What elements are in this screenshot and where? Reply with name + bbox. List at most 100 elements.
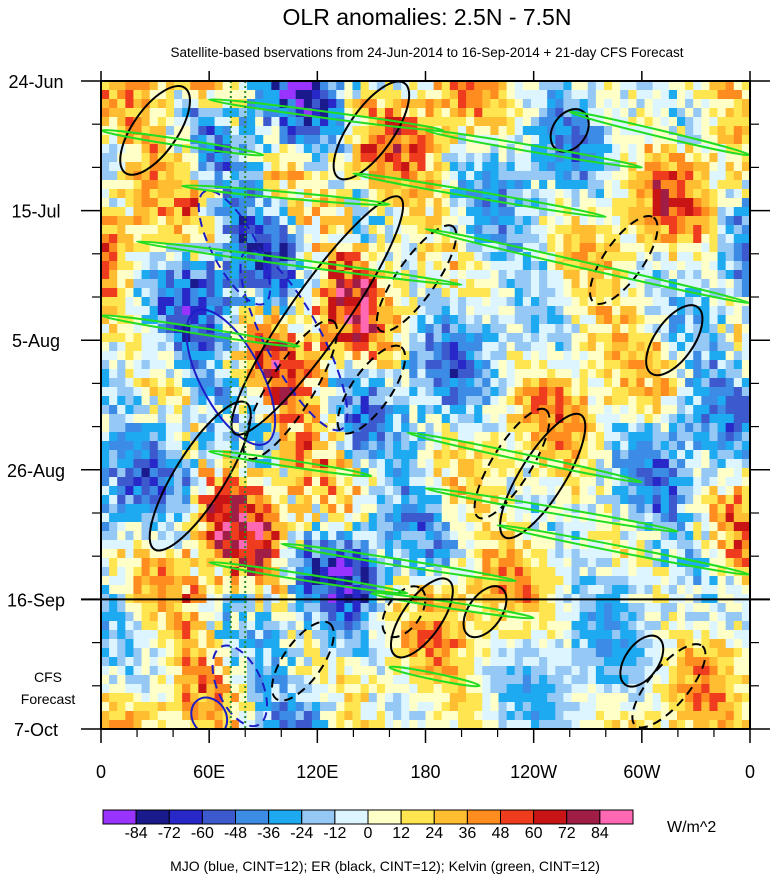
olr-cell (303, 414, 313, 424)
olr-cell (182, 405, 191, 415)
olr-cell (466, 180, 475, 190)
olr-cell (644, 441, 654, 451)
olr-cell (725, 621, 735, 631)
olr-cell (620, 126, 629, 136)
olr-cell (368, 567, 378, 577)
olr-cell (190, 459, 199, 469)
olr-cell (474, 261, 483, 271)
olr-cell (311, 396, 321, 406)
olr-cell (474, 558, 483, 568)
olr-cell (141, 405, 151, 415)
olr-cell (368, 387, 378, 397)
olr-cell (320, 351, 329, 361)
olr-cell (384, 468, 394, 478)
olr-cell (295, 108, 305, 118)
olr-cell (125, 117, 135, 127)
olr-cell (141, 621, 151, 631)
olr-cell (474, 630, 483, 640)
olr-cell (514, 207, 524, 217)
olr-cell (320, 81, 329, 91)
olr-cell (165, 315, 175, 325)
olr-cell (482, 450, 491, 460)
olr-cell (709, 531, 719, 541)
olr-cell (644, 216, 654, 226)
olr-cell (636, 468, 646, 478)
olr-cell (652, 315, 662, 325)
olr-cell (490, 477, 500, 487)
olr-cell (247, 441, 256, 451)
olr-cell (530, 612, 540, 622)
olr-cell (717, 180, 727, 190)
plot-area (81, 80, 770, 730)
olr-cell (295, 243, 305, 253)
olr-cell (506, 621, 516, 631)
olr-cell (441, 297, 451, 307)
olr-cell (660, 612, 670, 622)
olr-cell (612, 351, 621, 361)
olr-cell (514, 342, 524, 352)
olr-cell (174, 621, 183, 631)
olr-cell (425, 576, 435, 586)
olr-cell (271, 81, 281, 91)
olr-cell (360, 315, 370, 325)
olr-cell (717, 162, 727, 172)
olr-cell (725, 441, 735, 451)
olr-cell (490, 279, 500, 289)
olr-cell (157, 612, 167, 622)
olr-cell (149, 108, 159, 118)
olr-cell (539, 486, 548, 496)
olr-cell (725, 360, 735, 370)
olr-cell (344, 378, 354, 388)
olr-cell (449, 234, 459, 244)
olr-cell (425, 180, 435, 190)
olr-cell (384, 225, 394, 235)
olr-cell (612, 567, 621, 577)
olr-cell (620, 180, 629, 190)
olr-cell (628, 144, 638, 154)
olr-cell (368, 504, 378, 514)
olr-cell (101, 315, 110, 325)
olr-cell (141, 306, 151, 316)
olr-cell (741, 414, 750, 424)
olr-cell (725, 351, 735, 361)
olr-cell (547, 621, 556, 631)
olr-cell (530, 216, 540, 226)
olr-cell (263, 81, 272, 91)
olr-cell (660, 90, 670, 100)
olr-cell (628, 252, 638, 262)
olr-cell (563, 540, 573, 550)
olr-cell (741, 99, 750, 109)
olr-cell (376, 414, 386, 424)
olr-cell (563, 180, 573, 190)
olr-cell (417, 180, 427, 190)
olr-cell (522, 378, 532, 388)
olr-cell (247, 513, 256, 523)
olr-cell (214, 144, 224, 154)
olr-cell (474, 135, 483, 145)
olr-cell (401, 378, 410, 388)
olr-cell (555, 630, 565, 640)
olr-cell (287, 234, 297, 244)
olr-cell (141, 207, 151, 217)
olr-cell (214, 378, 224, 388)
olr-cell (457, 225, 467, 235)
olr-cell (295, 81, 305, 91)
olr-cell (157, 189, 167, 199)
olr-cell (303, 468, 313, 478)
olr-cell (612, 315, 621, 325)
olr-cell (530, 621, 540, 631)
olr-cell (368, 639, 378, 649)
olr-cell (522, 333, 532, 343)
olr-cell (182, 531, 191, 541)
olr-cell (149, 153, 159, 163)
olr-cell (433, 315, 443, 325)
olr-cell (530, 360, 540, 370)
olr-cell (530, 324, 540, 334)
olr-cell (368, 360, 378, 370)
olr-cell (279, 153, 289, 163)
olr-cell (490, 396, 500, 406)
olr-cell (595, 351, 605, 361)
olr-cell (109, 252, 118, 262)
olr-cell (157, 450, 167, 460)
olr-cell (587, 459, 597, 469)
